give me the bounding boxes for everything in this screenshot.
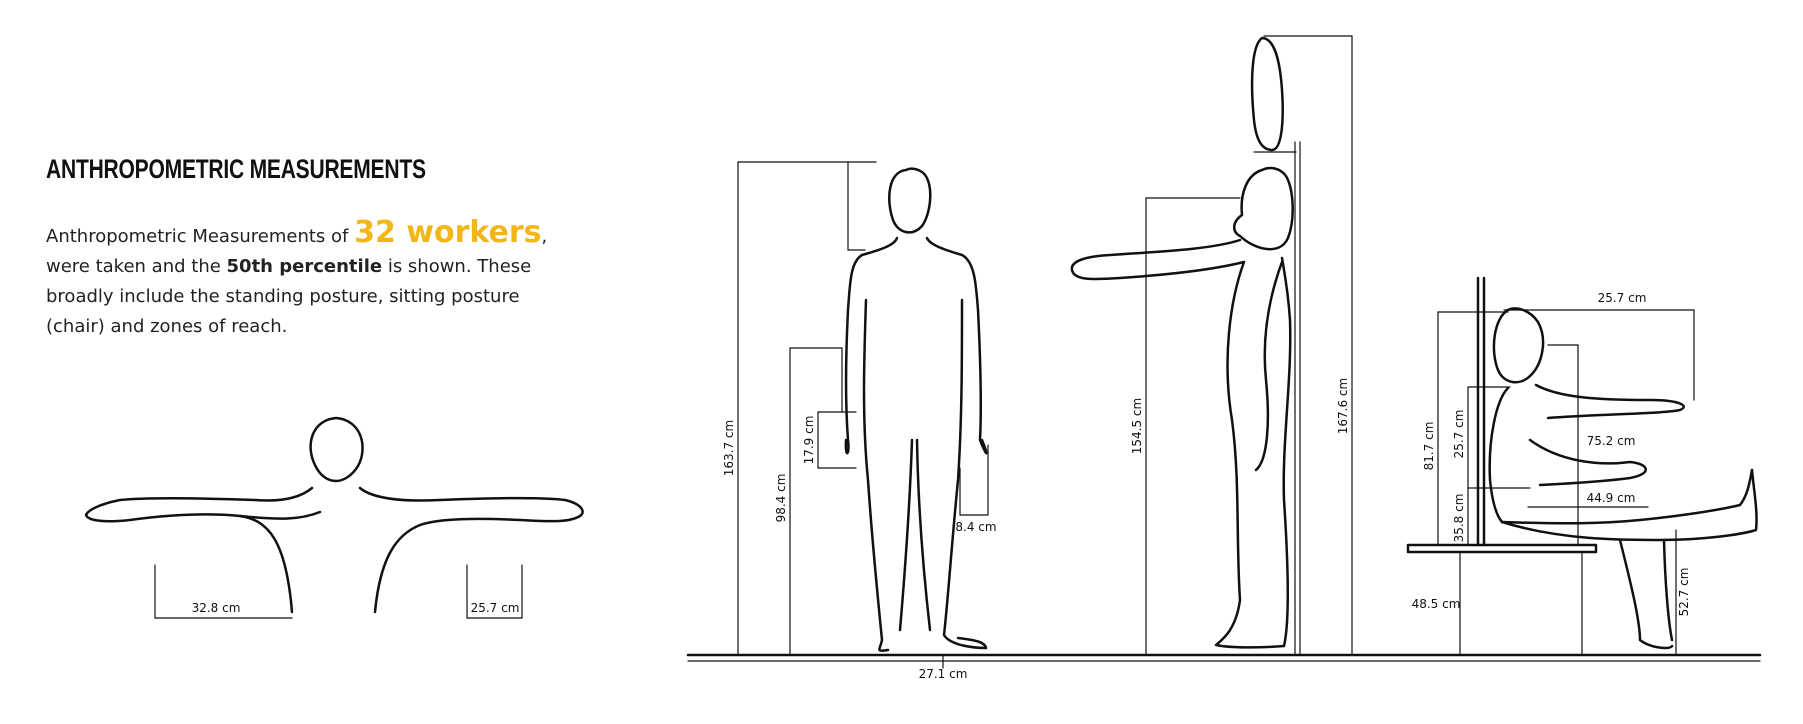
- side-standing-figure: [1070, 36, 1294, 649]
- seated-sitting-height-label: 81.7 cm: [1422, 422, 1436, 471]
- seated-thigh-length-label: 44.9 cm: [1587, 491, 1636, 505]
- percentile-bold: 50th percentile: [226, 256, 383, 277]
- seated-dimension-lines: [1437, 309, 1695, 656]
- front-foot-label: 27.1 cm: [919, 667, 968, 681]
- intro-comma: ,: [541, 226, 548, 247]
- worker-count-highlight: 32 workers: [354, 215, 542, 250]
- intro-text-taken: were taken and the: [46, 256, 227, 277]
- seated-seat-height-label: 48.5 cm: [1412, 597, 1461, 611]
- seated-figure: [1488, 307, 1758, 650]
- side-dimension-lines: [1145, 35, 1353, 656]
- intro-text-before: Anthropometric Measurements of: [46, 226, 355, 247]
- seated-knee-height-label: 52.7 cm: [1677, 568, 1691, 617]
- reach-right-label: 25.7 cm: [471, 601, 520, 615]
- reach-view-figure: [84, 416, 584, 614]
- front-hand-height-label: 98.4 cm: [774, 474, 788, 523]
- chair: [1406, 276, 1598, 656]
- page-title: ANTHROPOMETRIC MEASUREMENTS: [46, 154, 426, 184]
- reach-dimension-lines: [154, 564, 523, 619]
- reach-left-label: 32.8 cm: [192, 601, 241, 615]
- seated-arm-reach-label: 75.2 cm: [1587, 434, 1636, 448]
- front-hand-width-label: 8.4 cm: [955, 520, 996, 534]
- intro-paragraph: Anthropometric Measurements of 32 worker…: [46, 218, 566, 342]
- front-height-label: 163.7 cm: [722, 420, 736, 476]
- side-shoulder-height-label: 154.5 cm: [1130, 398, 1144, 454]
- seated-forward-reach-label: 25.7 cm: [1598, 291, 1647, 305]
- front-dimension-lines: [737, 161, 989, 669]
- front-standing-figure: [844, 167, 988, 652]
- side-overhead-reach-label: 167.6 cm: [1336, 378, 1350, 434]
- seated-shoulder-elbow-label: 25.7 cm: [1452, 410, 1466, 459]
- front-hand-length-label: 17.9 cm: [802, 416, 816, 465]
- intro-text-rest: is shown. These broadly include the stan…: [46, 256, 532, 337]
- seated-elbow-height-label: 35.8 cm: [1452, 494, 1466, 543]
